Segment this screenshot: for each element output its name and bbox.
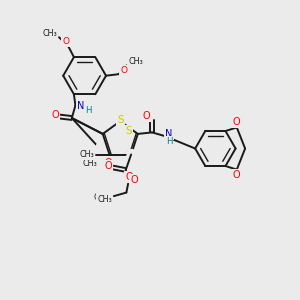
Text: O: O	[104, 158, 112, 168]
Text: CH₃: CH₃	[98, 195, 112, 204]
Text: O: O	[51, 110, 59, 120]
Text: O: O	[125, 172, 133, 182]
Text: O: O	[104, 161, 112, 171]
Text: CH₃: CH₃	[83, 159, 98, 168]
Text: CH₃: CH₃	[93, 193, 108, 202]
Text: N: N	[77, 101, 84, 111]
Text: CH₃: CH₃	[128, 57, 143, 66]
Text: N: N	[165, 129, 173, 139]
Text: S: S	[126, 126, 132, 136]
Text: CH₃: CH₃	[42, 29, 57, 38]
Text: O: O	[120, 66, 127, 75]
Text: H: H	[166, 137, 172, 146]
Text: S: S	[117, 115, 124, 125]
Text: O: O	[130, 175, 138, 185]
Text: O: O	[233, 170, 241, 180]
Text: O: O	[62, 37, 69, 46]
Text: H: H	[85, 106, 91, 116]
Text: O: O	[233, 117, 241, 127]
Text: CH₃: CH₃	[79, 150, 94, 159]
Text: O: O	[143, 111, 151, 121]
